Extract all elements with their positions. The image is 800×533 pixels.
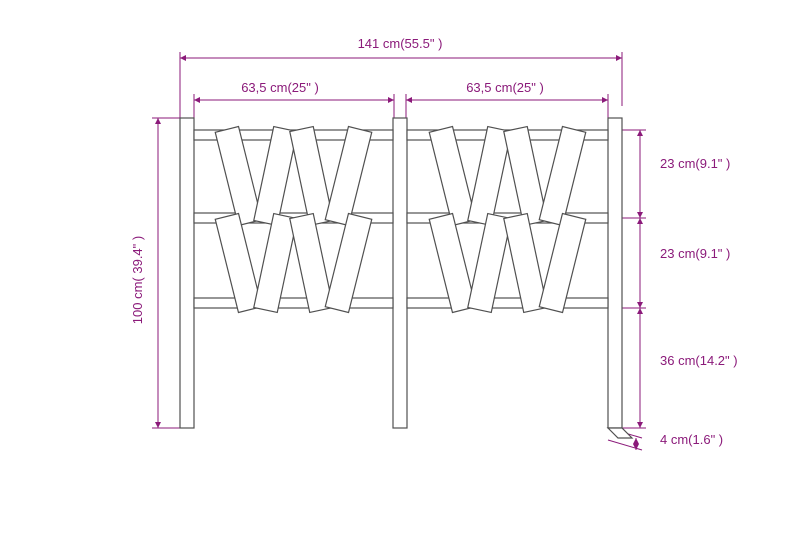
svg-text:23 cm(9.1" ): 23 cm(9.1" ) [660,246,730,261]
svg-text:63,5 cm(25" ): 63,5 cm(25" ) [241,80,319,95]
svg-text:36 cm(14.2" ): 36 cm(14.2" ) [660,353,738,368]
svg-text:63,5 cm(25" ): 63,5 cm(25" ) [466,80,544,95]
technical-drawing: 141 cm(55.5" ) 63,5 cm(25" ) 63,5 cm(25" )… [0,0,800,533]
svg-text:23 cm(9.1" ): 23 cm(9.1" ) [660,156,730,171]
svg-text:100 cm( 39.4" ): 100 cm( 39.4" ) [130,236,145,324]
svg-text:4 cm(1.6" ): 4 cm(1.6" ) [660,432,723,447]
svg-text:141 cm(55.5" ): 141 cm(55.5" ) [358,36,443,51]
